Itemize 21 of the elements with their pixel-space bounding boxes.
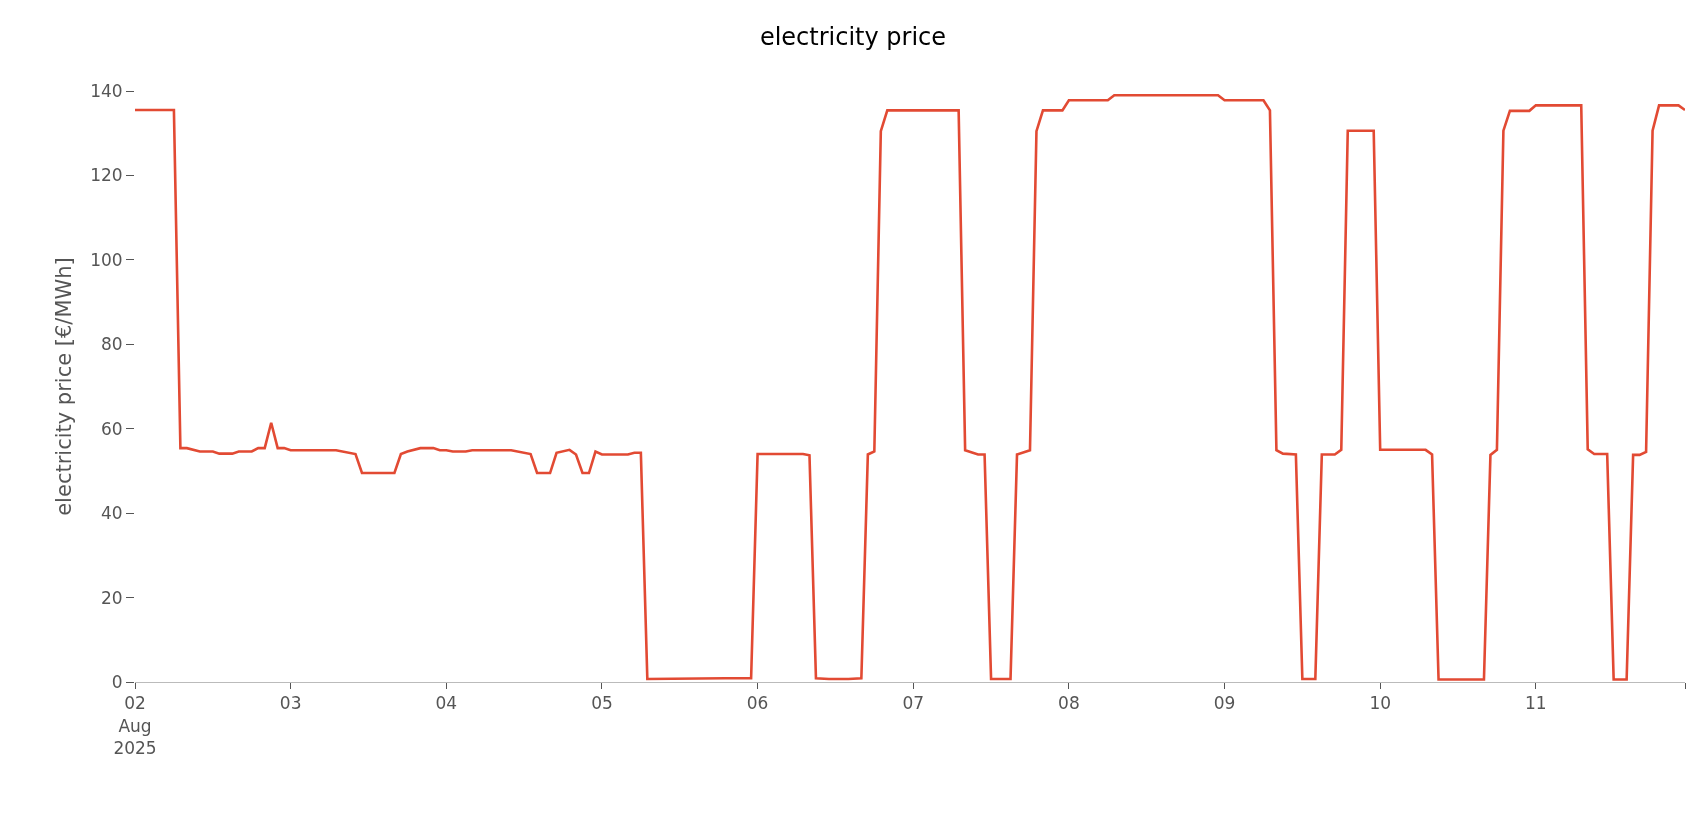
- y-tick-label: 140: [90, 80, 123, 101]
- line-series: [135, 93, 1685, 681]
- x-tick-label: 08: [1058, 693, 1080, 714]
- chart-title: electricity price: [759, 23, 947, 52]
- x-tick-label: 09: [1213, 693, 1236, 714]
- y-tick-label: 80: [100, 334, 123, 355]
- y-tick-label: 40: [100, 503, 123, 524]
- y-axis-title: electricity price [€/MWh]: [52, 257, 77, 516]
- x-tick-label: 02 Aug 2025: [113, 693, 157, 758]
- x-tick-label: 10: [1369, 693, 1392, 714]
- y-tick-label: 120: [90, 165, 123, 186]
- x-tick-label: 04: [435, 693, 458, 714]
- x-tick-label: 05: [591, 693, 613, 714]
- y-tick-label: 20: [100, 587, 123, 608]
- y-tick-label: 60: [100, 418, 123, 439]
- y-tick-label: 0: [111, 671, 123, 692]
- x-tick-label: 03: [279, 693, 302, 714]
- x-tick-label: 06: [746, 693, 769, 714]
- x-tick-label: 11: [1525, 693, 1547, 714]
- x-tick-label: 07: [902, 693, 925, 714]
- y-tick-label: 100: [90, 249, 123, 270]
